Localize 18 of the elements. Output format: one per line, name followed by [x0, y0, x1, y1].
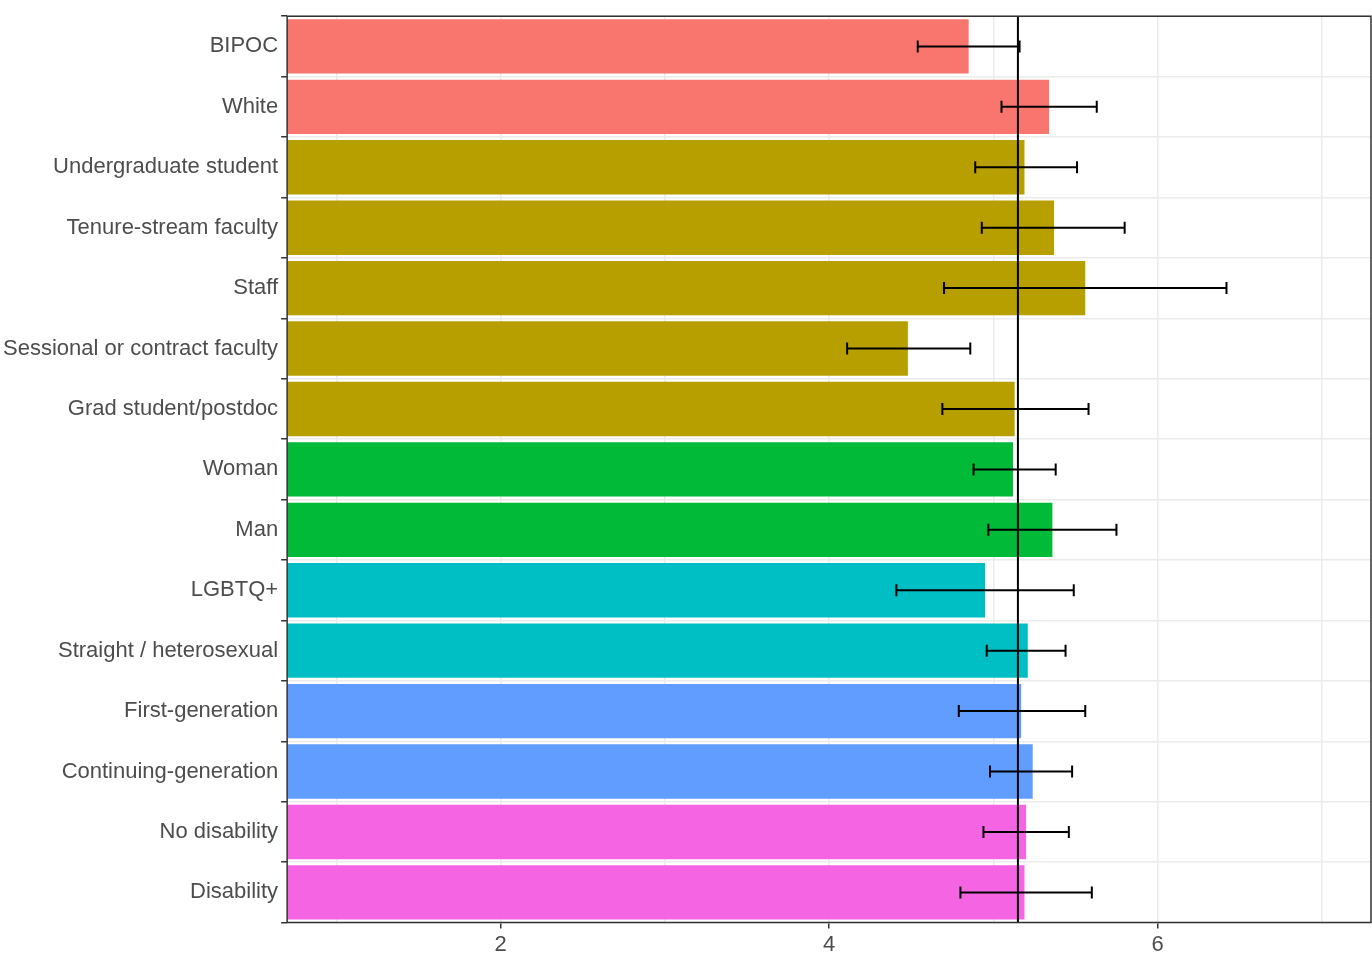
y-tick-label: Sessional or contract faculty: [2, 334, 279, 360]
y-tick-label: No disability: [159, 818, 279, 844]
y-tick-label: Man: [235, 515, 279, 541]
x-tick-label: 6: [1151, 930, 1164, 956]
y-tick-label: Staff: [233, 274, 280, 300]
y-tick-label: White: [221, 92, 279, 118]
y-tick-label: BIPOC: [209, 32, 279, 58]
y-tick-label: Grad student/postdoc: [67, 395, 279, 421]
y-tick-label: LGBTQ+: [190, 576, 279, 602]
y-tick-label: Continuing-generation: [61, 757, 279, 783]
y-tick-label: Disability: [190, 878, 279, 904]
x-tick-label: 4: [822, 930, 836, 956]
y-tick-label: Woman: [202, 455, 279, 481]
x-tick-label: 2: [494, 930, 507, 956]
y-tick-label: Tenure-stream faculty: [66, 213, 279, 239]
y-tick-label: First-generation: [124, 697, 279, 723]
y-tick-label: Undergraduate student: [53, 153, 279, 179]
y-tick-label: Straight / heterosexual: [57, 636, 279, 662]
